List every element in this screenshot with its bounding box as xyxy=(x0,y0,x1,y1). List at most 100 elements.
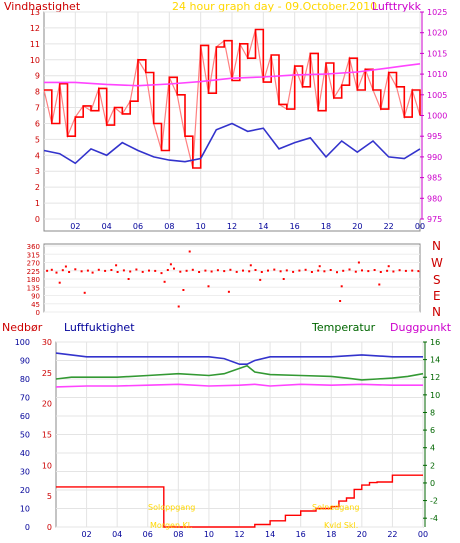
pressure-title: Lufttrykk xyxy=(372,0,422,13)
temperature-tick-label: -2 xyxy=(430,497,438,506)
temperature-line xyxy=(55,364,424,381)
direction-point xyxy=(379,271,382,273)
x-tick-label: 12 xyxy=(234,530,244,539)
compass-n-bottom: N xyxy=(432,305,441,319)
direction-point xyxy=(104,269,107,272)
direction-point xyxy=(317,269,320,272)
rain-tick-label: 10 xyxy=(42,461,52,470)
direction-point xyxy=(304,268,307,271)
temperature-tick-label: 2 xyxy=(430,461,435,470)
direction-point xyxy=(127,278,130,280)
direction-point xyxy=(61,269,64,272)
humidity-tick-label: 80 xyxy=(20,375,30,384)
direction-point xyxy=(404,269,407,272)
humidity-tick-label: 60 xyxy=(20,412,30,421)
direction-point xyxy=(248,270,251,273)
rain-tick-label: 20 xyxy=(42,400,52,409)
direction-point xyxy=(115,264,118,267)
humidity-axis: 0 10 20 30 40 50 60 70 80 90 100 xyxy=(15,338,30,532)
direction-point xyxy=(86,269,89,272)
direction-point xyxy=(361,269,363,272)
direction-point xyxy=(46,269,49,272)
x-tick-label: 00 xyxy=(418,530,428,539)
graph-title: 24 hour graph day - 09.October.2010 xyxy=(172,0,377,13)
direction-point xyxy=(116,271,119,273)
temperature-title: Temperatur xyxy=(311,321,376,334)
direction-point xyxy=(204,269,207,272)
rain-tick-label: 15 xyxy=(42,431,52,440)
climate-series xyxy=(55,352,424,528)
direction-point xyxy=(74,268,77,271)
x-tick-label: 16 xyxy=(290,222,300,231)
direction-point xyxy=(216,269,219,272)
pressure-tick-label: 1025 xyxy=(427,8,447,17)
x-tick-label: 14 xyxy=(265,530,275,539)
wind-tick-label: 1 xyxy=(35,199,40,208)
wind-tick-label: 2 xyxy=(35,183,40,192)
sunrise-label: Soloppgang xyxy=(148,503,195,512)
direction-tick-label: 135 xyxy=(27,284,40,292)
direction-tick-label: 45 xyxy=(31,301,40,309)
direction-point xyxy=(185,269,188,272)
direction-point xyxy=(292,270,295,273)
wind-tick-label: 4 xyxy=(35,151,40,160)
direction-point xyxy=(68,271,71,273)
direction-point xyxy=(173,267,175,270)
temperature-tick-label: 14 xyxy=(430,356,440,365)
humidity-tick-label: 30 xyxy=(20,468,30,477)
x-tick-label: 06 xyxy=(133,222,143,231)
direction-point xyxy=(148,269,150,272)
temperature-tick-label: 12 xyxy=(430,373,440,382)
humidity-tick-label: 20 xyxy=(20,486,30,495)
direction-point xyxy=(340,285,343,288)
wind-time-axis: 02 04 06 08 10 12 14 16 18 20 22 00 xyxy=(70,222,425,231)
direction-point xyxy=(273,268,276,271)
direction-point xyxy=(166,269,169,271)
direction-tick-label: 315 xyxy=(27,251,40,259)
direction-point xyxy=(210,270,213,273)
humidity-tick-label: 50 xyxy=(20,431,30,440)
direction-point xyxy=(267,269,269,272)
pressure-tick-label: 995 xyxy=(427,132,442,141)
direction-point xyxy=(83,291,86,294)
compass-s: S xyxy=(433,273,441,287)
rain-line xyxy=(56,474,423,528)
compass-labels: N W S E N xyxy=(431,239,443,319)
direction-tick-label: 90 xyxy=(31,293,40,301)
dewpoint-title: Duggpunkt xyxy=(390,321,452,334)
direction-point xyxy=(329,269,332,271)
temperature-tick-label: -4 xyxy=(430,514,438,523)
pressure-tick-label: 1015 xyxy=(427,49,447,58)
wind-tick-label: 13 xyxy=(30,8,40,17)
direction-point xyxy=(318,265,321,268)
x-tick-label: 00 xyxy=(415,222,425,231)
direction-point xyxy=(122,269,125,272)
wind-tick-label: 7 xyxy=(35,104,40,113)
rain-tick-label: 0 xyxy=(47,523,52,532)
x-tick-label: 20 xyxy=(352,222,362,231)
wind-series xyxy=(43,28,421,169)
wind-gust-line xyxy=(44,28,421,169)
humidity-title: Luftfuktighet xyxy=(64,321,135,334)
direction-point xyxy=(285,269,288,272)
direction-point xyxy=(378,283,381,286)
rain-axis: 0 5 10 15 20 25 30 xyxy=(42,338,52,532)
pressure-tick-label: 980 xyxy=(427,194,442,203)
humidity-tick-label: 10 xyxy=(20,505,30,514)
direction-point xyxy=(342,269,345,272)
direction-point xyxy=(188,250,191,253)
direction-point xyxy=(141,270,144,273)
direction-point xyxy=(235,270,238,273)
direction-point xyxy=(298,269,301,272)
wind-direction-panel xyxy=(43,243,421,313)
sunrise-value: Morgen Kl. xyxy=(150,521,193,530)
direction-point xyxy=(91,271,94,274)
direction-point xyxy=(97,268,100,271)
humidity-tick-label: 90 xyxy=(20,357,30,366)
rain-title: Nedbør xyxy=(2,321,43,334)
direction-point xyxy=(411,269,414,272)
direction-point xyxy=(160,272,163,275)
humidity-tick-label: 40 xyxy=(20,449,30,458)
